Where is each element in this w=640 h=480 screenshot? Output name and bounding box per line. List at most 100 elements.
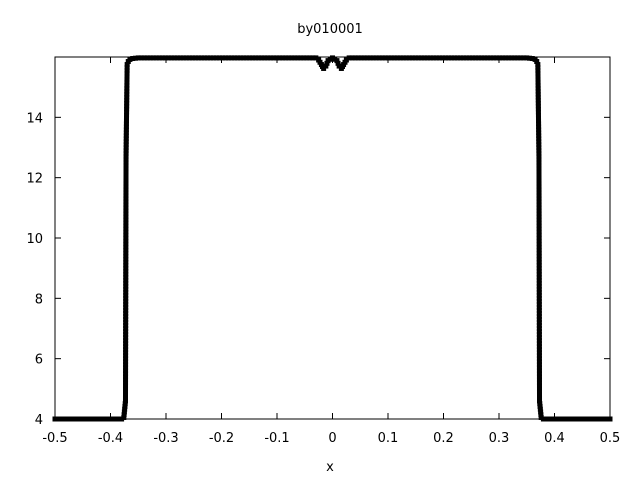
data-point [123,178,129,184]
data-point [123,365,129,371]
x-axis-ticks: -0.5 -0.4 -0.3 -0.2 -0.1 0 0.1 0.2 0.3 0.4 0.5 [42,57,620,446]
data-point [123,295,129,301]
data-point [123,148,129,154]
data-point [123,208,129,214]
data-point [391,55,397,61]
data-point [124,94,130,100]
data-point [536,362,542,368]
data-point [189,55,195,61]
data-point [123,335,129,341]
data-point [123,304,129,310]
data-point [271,55,277,61]
data-point [536,238,542,244]
data-point [73,416,79,422]
x-tick-label: 0.4 [544,431,565,446]
data-point [535,106,541,112]
x-tick-label: 0.2 [433,431,454,446]
data-point [536,335,542,341]
data-point [123,262,129,268]
data-point [123,130,129,136]
data-point [70,416,76,422]
data-point [123,329,129,335]
data-point [536,289,542,295]
data-point [536,142,542,148]
data-point [124,65,130,71]
data-point [574,416,580,422]
data-point [122,403,128,409]
data-point [123,316,129,322]
data-point [123,163,129,169]
data-point [123,301,129,307]
data-point [601,416,607,422]
data-point [238,55,244,61]
data-point [124,67,130,73]
data-point [536,341,542,347]
data-point [535,67,541,73]
data-point [449,55,454,61]
data-point [536,169,542,175]
data-point [491,55,497,61]
data-point [123,256,129,262]
data-point [280,55,286,61]
data-point [123,136,129,142]
data-point [123,139,129,145]
data-point [195,55,201,61]
data-point [538,409,544,415]
data-point [515,55,521,61]
data-point [536,214,542,220]
y-tick-label: 10 [26,232,43,247]
data-point [409,55,415,61]
data-point [274,55,280,61]
data-point [536,193,542,199]
data-point [535,109,541,115]
data-point [113,416,119,422]
data-point [536,229,542,235]
data-point [488,55,494,61]
data-point [124,103,130,109]
data-point [536,208,542,214]
data-point [536,301,542,307]
data-point [537,395,543,401]
data-point [427,55,433,61]
data-point [298,55,304,61]
data-point [536,274,542,280]
data-point [123,217,129,223]
data-point [439,55,445,61]
data-point [123,356,129,362]
data-point [123,229,129,235]
data-point [244,55,250,61]
data-point [536,283,542,289]
data-point [536,304,542,310]
data-point [536,377,542,383]
x-tick-label: 0.5 [600,431,621,446]
data-point [553,416,559,422]
data-point [64,416,70,422]
data-point [168,55,174,61]
data-point [421,55,427,61]
data-point [536,163,542,169]
data-point [124,109,130,115]
data-point [123,298,129,304]
data-point [546,416,552,422]
data-point [122,401,128,407]
data-point [123,280,129,286]
data-point [103,416,109,422]
data-point [123,347,129,353]
x-tick-label: -0.1 [264,431,289,446]
data-point [124,112,130,118]
data-point [536,268,542,274]
data-point [536,389,542,395]
data-point [535,79,541,85]
data-point [124,82,130,88]
y-tick-label: 6 [35,353,43,368]
data-point [592,416,598,422]
data-point [141,55,147,61]
data-point [116,416,122,422]
data-point [586,416,592,422]
data-point [67,416,73,422]
data-point [535,94,541,100]
data-point [537,403,543,409]
data-point [91,416,97,422]
data-point [147,55,153,61]
data-point [589,416,595,422]
